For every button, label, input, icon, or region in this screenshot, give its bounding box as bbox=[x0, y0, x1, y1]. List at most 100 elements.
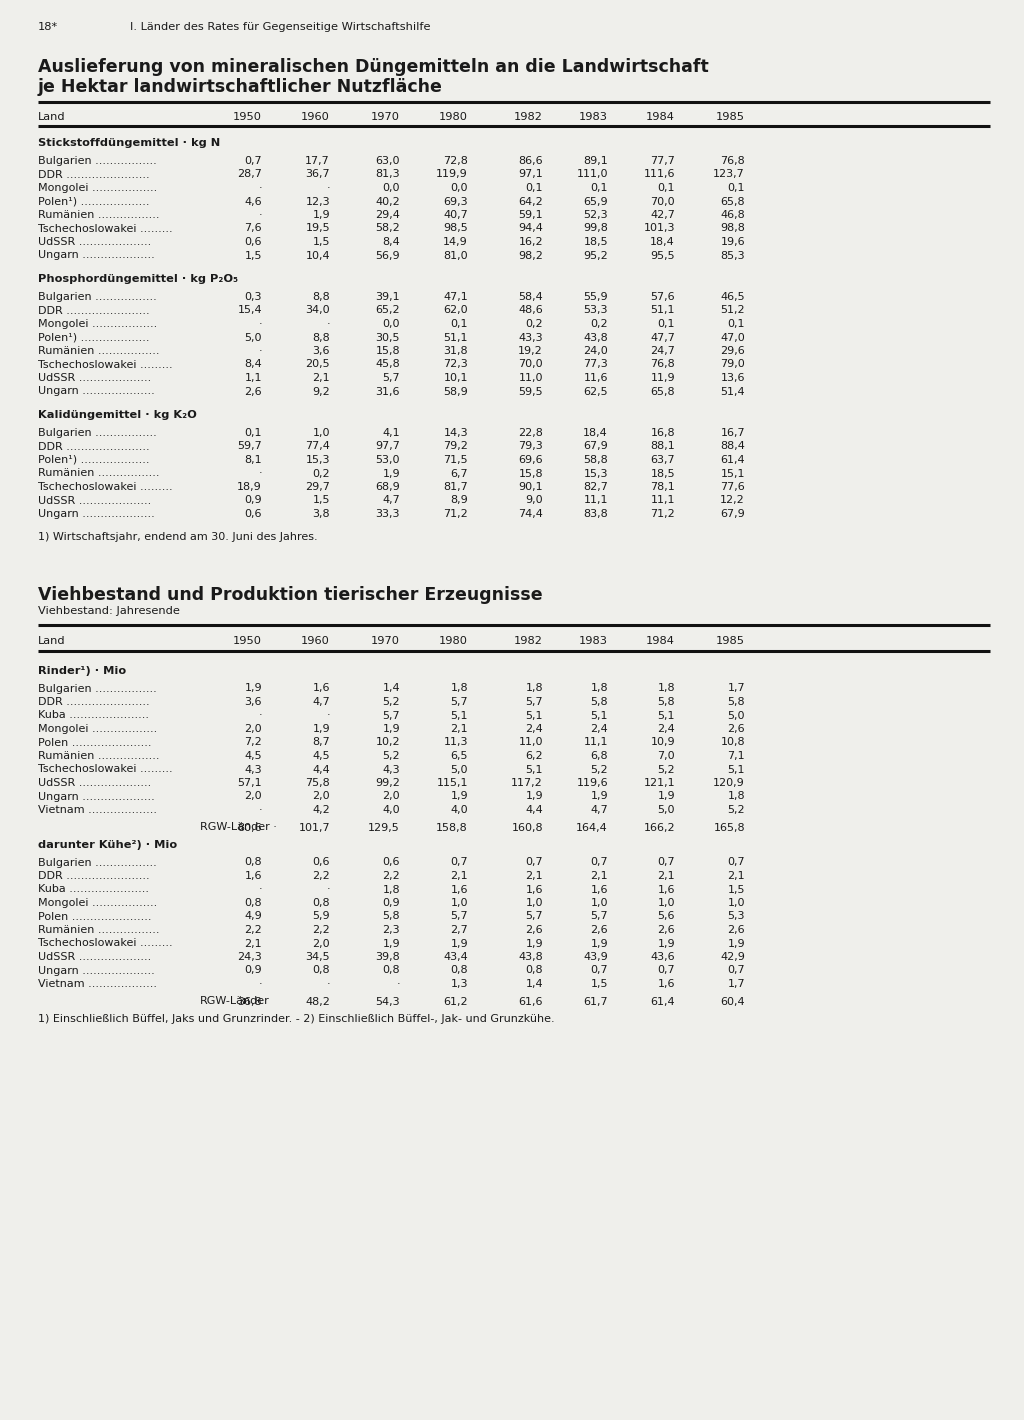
Text: 31,8: 31,8 bbox=[443, 346, 468, 356]
Text: 2,6: 2,6 bbox=[525, 924, 543, 934]
Text: Tschechoslowakei .........: Tschechoslowakei ......... bbox=[38, 764, 173, 774]
Text: 97,7: 97,7 bbox=[375, 442, 400, 452]
Text: 83,8: 83,8 bbox=[584, 508, 608, 518]
Text: 3,6: 3,6 bbox=[245, 697, 262, 707]
Text: 1,6: 1,6 bbox=[657, 885, 675, 895]
Text: 57,1: 57,1 bbox=[238, 778, 262, 788]
Text: 11,0: 11,0 bbox=[518, 737, 543, 747]
Text: 5,8: 5,8 bbox=[657, 697, 675, 707]
Text: 72,8: 72,8 bbox=[443, 156, 468, 166]
Text: 5,0: 5,0 bbox=[451, 764, 468, 774]
Text: 5,8: 5,8 bbox=[382, 912, 400, 922]
Text: 123,7: 123,7 bbox=[714, 169, 745, 179]
Text: UdSSR ....................: UdSSR .................... bbox=[38, 373, 152, 383]
Text: Ungarn ....................: Ungarn .................... bbox=[38, 791, 155, 801]
Text: 1,9: 1,9 bbox=[451, 791, 468, 801]
Text: 1,0: 1,0 bbox=[657, 897, 675, 907]
Text: 2,1: 2,1 bbox=[245, 939, 262, 949]
Text: 1,9: 1,9 bbox=[382, 469, 400, 479]
Text: 0,1: 0,1 bbox=[245, 427, 262, 437]
Text: 1,8: 1,8 bbox=[382, 885, 400, 895]
Text: 85,3: 85,3 bbox=[720, 250, 745, 260]
Text: 3,8: 3,8 bbox=[312, 508, 330, 518]
Text: 0,7: 0,7 bbox=[591, 966, 608, 976]
Text: 0,1: 0,1 bbox=[591, 183, 608, 193]
Text: 2,0: 2,0 bbox=[382, 791, 400, 801]
Text: 62,5: 62,5 bbox=[584, 386, 608, 396]
Text: 1982: 1982 bbox=[514, 636, 543, 646]
Text: 1,8: 1,8 bbox=[591, 683, 608, 693]
Text: 158,8: 158,8 bbox=[436, 822, 468, 832]
Text: 0,0: 0,0 bbox=[383, 320, 400, 329]
Text: 4,7: 4,7 bbox=[312, 697, 330, 707]
Text: 24,3: 24,3 bbox=[238, 951, 262, 961]
Text: 120,9: 120,9 bbox=[714, 778, 745, 788]
Text: Ungarn ....................: Ungarn .................... bbox=[38, 386, 155, 396]
Text: 5,7: 5,7 bbox=[382, 710, 400, 720]
Text: 0,8: 0,8 bbox=[451, 966, 468, 976]
Text: 0,7: 0,7 bbox=[727, 966, 745, 976]
Text: 18,4: 18,4 bbox=[584, 427, 608, 437]
Text: 76,8: 76,8 bbox=[650, 359, 675, 369]
Text: Tschechoslowakei .........: Tschechoslowakei ......... bbox=[38, 359, 173, 369]
Text: 48,2: 48,2 bbox=[305, 997, 330, 1007]
Text: 8,4: 8,4 bbox=[245, 359, 262, 369]
Text: 101,7: 101,7 bbox=[298, 822, 330, 832]
Text: 65,2: 65,2 bbox=[376, 305, 400, 315]
Text: 15,4: 15,4 bbox=[238, 305, 262, 315]
Text: 1950: 1950 bbox=[233, 636, 262, 646]
Text: 13,6: 13,6 bbox=[721, 373, 745, 383]
Text: 2,2: 2,2 bbox=[245, 924, 262, 934]
Text: 98,2: 98,2 bbox=[518, 250, 543, 260]
Text: Rumänien .................: Rumänien ................. bbox=[38, 469, 160, 479]
Text: 1,4: 1,4 bbox=[525, 978, 543, 988]
Text: 1,9: 1,9 bbox=[525, 939, 543, 949]
Text: 61,4: 61,4 bbox=[720, 454, 745, 464]
Text: Stickstoffdüngemittel · kg N: Stickstoffdüngemittel · kg N bbox=[38, 138, 220, 148]
Text: 65,9: 65,9 bbox=[584, 196, 608, 206]
Text: ·: · bbox=[396, 978, 400, 988]
Text: Mongolei ..................: Mongolei .................. bbox=[38, 897, 158, 907]
Text: 19,5: 19,5 bbox=[305, 223, 330, 233]
Text: 11,1: 11,1 bbox=[650, 496, 675, 506]
Text: Land: Land bbox=[38, 636, 66, 646]
Text: 29,4: 29,4 bbox=[375, 210, 400, 220]
Text: DDR .......................: DDR ....................... bbox=[38, 169, 150, 179]
Text: Kuba ......................: Kuba ...................... bbox=[38, 710, 150, 720]
Text: 0,6: 0,6 bbox=[383, 858, 400, 868]
Text: 20,5: 20,5 bbox=[305, 359, 330, 369]
Text: 43,9: 43,9 bbox=[584, 951, 608, 961]
Text: 115,1: 115,1 bbox=[436, 778, 468, 788]
Text: 24,0: 24,0 bbox=[584, 346, 608, 356]
Text: 8,4: 8,4 bbox=[382, 237, 400, 247]
Text: 59,1: 59,1 bbox=[518, 210, 543, 220]
Text: 4,3: 4,3 bbox=[382, 764, 400, 774]
Text: 3,6: 3,6 bbox=[312, 346, 330, 356]
Text: 63,7: 63,7 bbox=[650, 454, 675, 464]
Text: 95,2: 95,2 bbox=[584, 250, 608, 260]
Text: 119,9: 119,9 bbox=[436, 169, 468, 179]
Text: 5,7: 5,7 bbox=[591, 912, 608, 922]
Text: 5,2: 5,2 bbox=[727, 805, 745, 815]
Text: Rumänien .................: Rumänien ................. bbox=[38, 751, 160, 761]
Text: Tschechoslowakei .........: Tschechoslowakei ......... bbox=[38, 481, 173, 491]
Text: 22,8: 22,8 bbox=[518, 427, 543, 437]
Text: ·: · bbox=[258, 805, 262, 815]
Text: 70,0: 70,0 bbox=[518, 359, 543, 369]
Text: 2,2: 2,2 bbox=[312, 924, 330, 934]
Text: 5,1: 5,1 bbox=[727, 764, 745, 774]
Text: Tschechoslowakei .........: Tschechoslowakei ......... bbox=[38, 223, 173, 233]
Text: Vietnam ...................: Vietnam ................... bbox=[38, 978, 157, 988]
Text: 1,9: 1,9 bbox=[591, 791, 608, 801]
Text: 1,5: 1,5 bbox=[591, 978, 608, 988]
Text: 5,9: 5,9 bbox=[312, 912, 330, 922]
Text: 5,7: 5,7 bbox=[525, 697, 543, 707]
Text: 1,6: 1,6 bbox=[591, 885, 608, 895]
Text: 43,8: 43,8 bbox=[584, 332, 608, 342]
Text: 29,6: 29,6 bbox=[720, 346, 745, 356]
Text: 5,8: 5,8 bbox=[727, 697, 745, 707]
Text: 61,2: 61,2 bbox=[443, 997, 468, 1007]
Text: RGW-Länder ·: RGW-Länder · bbox=[200, 822, 276, 832]
Text: 1980: 1980 bbox=[439, 112, 468, 122]
Text: 4,1: 4,1 bbox=[382, 427, 400, 437]
